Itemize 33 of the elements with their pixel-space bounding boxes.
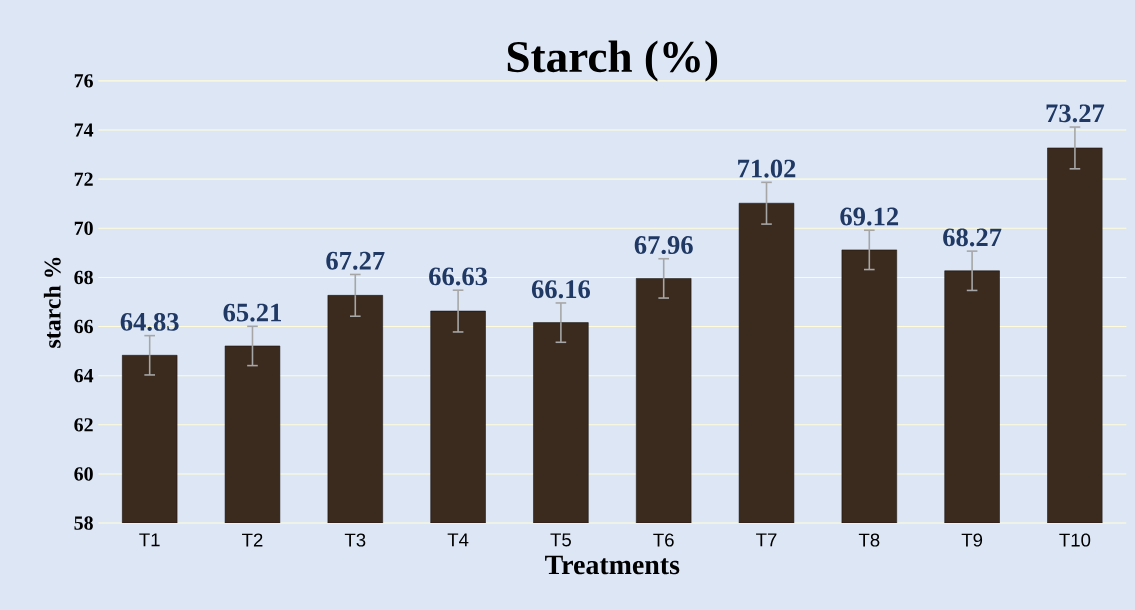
data-label: 66.16 [531,280,590,299]
x-tick-label: T2 [242,533,263,547]
data-label: 66.63 [429,267,488,286]
x-tick-label: T8 [858,533,880,547]
y-tick-label: 74 [74,123,94,137]
y-tick-label: 70 [74,221,93,235]
data-label: 71.02 [738,159,796,178]
x-tick-label: T5 [550,533,571,547]
y-tick-label: 66 [74,319,93,334]
y-tick-label: 58 [74,516,93,530]
y-tick-label: 68 [74,270,93,285]
x-tick-label: T10 [1059,533,1091,547]
data-label: 67.96 [634,236,693,255]
data-label: 64.83 [120,312,179,331]
data-label: 68.27 [943,228,1002,247]
chart-title: Starch (%) [507,40,718,82]
x-tick-label: T3 [344,533,366,547]
x-tick-label: T1 [139,533,160,547]
y-tick-label: 76 [74,74,93,88]
data-label: 69.12 [840,207,899,226]
x-tick-label: T7 [756,533,777,547]
data-label: 67.27 [326,251,385,270]
y-axis-title: starch % [43,257,61,348]
x-tick-label: T9 [961,533,983,547]
x-tick-label: T6 [653,533,674,547]
y-tick-label: 62 [74,418,93,432]
x-tick-label: T4 [447,533,469,547]
data-label: 73.27 [1046,104,1105,123]
y-tick-label: 72 [74,172,93,186]
x-axis-title: Treatments [545,555,680,575]
y-tick-label: 60 [74,467,93,481]
data-label: 65.21 [223,303,281,322]
y-tick-label: 64 [74,368,94,383]
